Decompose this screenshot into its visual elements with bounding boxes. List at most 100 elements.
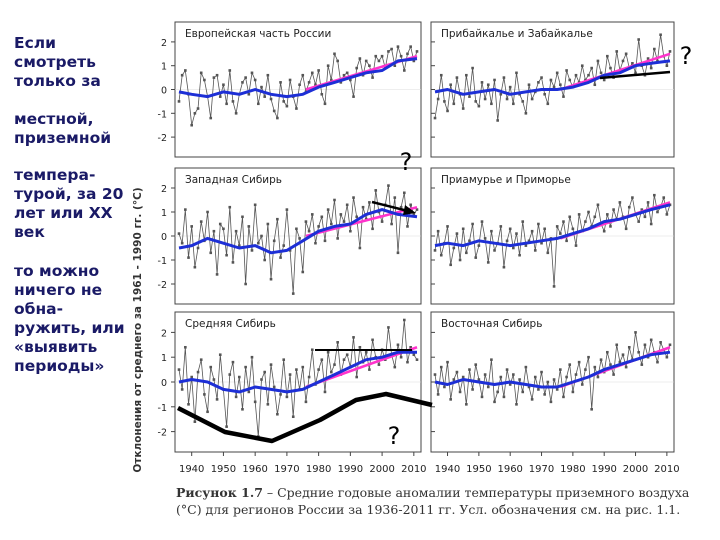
chart-panel: Приамурье и Приморье [430, 167, 675, 305]
raw-data-point [364, 59, 368, 63]
raw-data-point [602, 229, 606, 233]
raw-data-point [565, 69, 568, 72]
raw-data-point [533, 375, 537, 379]
raw-data-point [624, 365, 628, 369]
raw-data-point [371, 76, 374, 79]
raw-data-point [244, 76, 247, 79]
raw-data-point [187, 256, 190, 259]
y-tick-label: 1 [161, 353, 167, 364]
raw-data-point [624, 52, 628, 56]
raw-data-point [241, 215, 244, 219]
raw-data-point [587, 73, 590, 77]
raw-data-point [412, 353, 416, 357]
raw-data-point [555, 71, 559, 75]
raw-data-point [659, 33, 662, 37]
raw-data-point [521, 390, 525, 394]
raw-data-point [225, 253, 228, 257]
raw-data-point [269, 97, 273, 101]
raw-data-point [512, 373, 515, 376]
raw-data-point [452, 246, 456, 250]
raw-data-point [533, 249, 537, 252]
raw-data-point [468, 368, 471, 371]
raw-data-point [502, 395, 506, 399]
raw-data-point [352, 95, 355, 98]
raw-data-point [480, 395, 484, 399]
raw-data-point [409, 345, 412, 349]
raw-data-point [474, 256, 478, 259]
raw-data-point [505, 239, 509, 243]
raw-data-point [345, 353, 349, 357]
raw-data-point [665, 64, 669, 67]
raw-series-line [178, 185, 418, 294]
y-tick-label: 0 [161, 86, 167, 97]
raw-data-point [521, 220, 525, 223]
raw-data-point [449, 263, 452, 267]
raw-data-point [512, 246, 515, 250]
raw-data-point [272, 109, 276, 113]
raw-data-point [387, 326, 390, 329]
raw-data-point [606, 213, 609, 216]
raw-data-point [637, 38, 640, 41]
raw-data-point [546, 251, 550, 255]
raw-data-point [596, 203, 600, 207]
chart-panel: 2 1 0 -1 -2 Западная Сибирь [158, 167, 422, 305]
raw-data-point [203, 78, 206, 82]
raw-data-point [634, 331, 637, 334]
raw-data-point [361, 205, 365, 209]
raw-data-point [193, 420, 197, 423]
raw-data-point [477, 104, 481, 108]
raw-data-point [237, 244, 241, 247]
raw-data-point [228, 373, 232, 376]
raw-data-point [234, 395, 238, 399]
raw-data-point [656, 59, 659, 63]
y-tick-label: -2 [158, 133, 167, 144]
raw-data-point [199, 71, 203, 75]
raw-data-point [486, 261, 490, 264]
x-tick-label: 2000 [369, 464, 394, 475]
raw-data-point [301, 73, 305, 77]
raw-data-point [412, 59, 416, 63]
raw-series-line [434, 332, 671, 410]
raw-data-point [187, 403, 190, 406]
x-tick-label: 1960 [497, 464, 522, 475]
raw-data-point [342, 358, 346, 361]
x-tick-label: 1970 [274, 464, 299, 475]
raw-data-point [599, 71, 603, 75]
raw-data-point [355, 215, 359, 219]
raw-data-point [493, 400, 496, 404]
raw-data-point [609, 66, 612, 70]
raw-data-point [461, 227, 465, 231]
raw-data-point [412, 213, 416, 216]
raw-data-point [212, 76, 216, 79]
raw-data-point [218, 222, 222, 226]
raw-data-point [631, 62, 634, 65]
raw-data-point [406, 225, 409, 228]
raw-data-point [244, 365, 247, 369]
raw-data-point [215, 398, 219, 401]
raw-data-point [403, 191, 406, 195]
raw-data-point [368, 64, 371, 67]
raw-data-point [269, 277, 273, 281]
raw-data-point [320, 92, 324, 96]
raw-data-point [276, 412, 279, 416]
raw-data-point [320, 358, 324, 361]
raw-data-point [515, 232, 518, 235]
raw-data-point [665, 355, 669, 359]
raw-data-point [225, 102, 228, 106]
raw-data-point [184, 69, 187, 72]
raw-data-point [339, 213, 343, 216]
raw-data-point [493, 78, 496, 82]
raw-data-point [527, 239, 531, 243]
raw-data-point [199, 220, 203, 223]
raw-data-point [266, 73, 270, 77]
raw-data-point [596, 375, 600, 379]
raw-data-point [668, 50, 672, 53]
raw-data-point [590, 66, 593, 70]
raw-data-point [565, 239, 568, 243]
raw-data-point [380, 54, 384, 58]
raw-data-point [358, 246, 362, 250]
raw-data-point [477, 244, 481, 247]
raw-data-point [524, 244, 528, 247]
raw-data-point [399, 355, 403, 359]
question-mark: ? [400, 148, 413, 176]
